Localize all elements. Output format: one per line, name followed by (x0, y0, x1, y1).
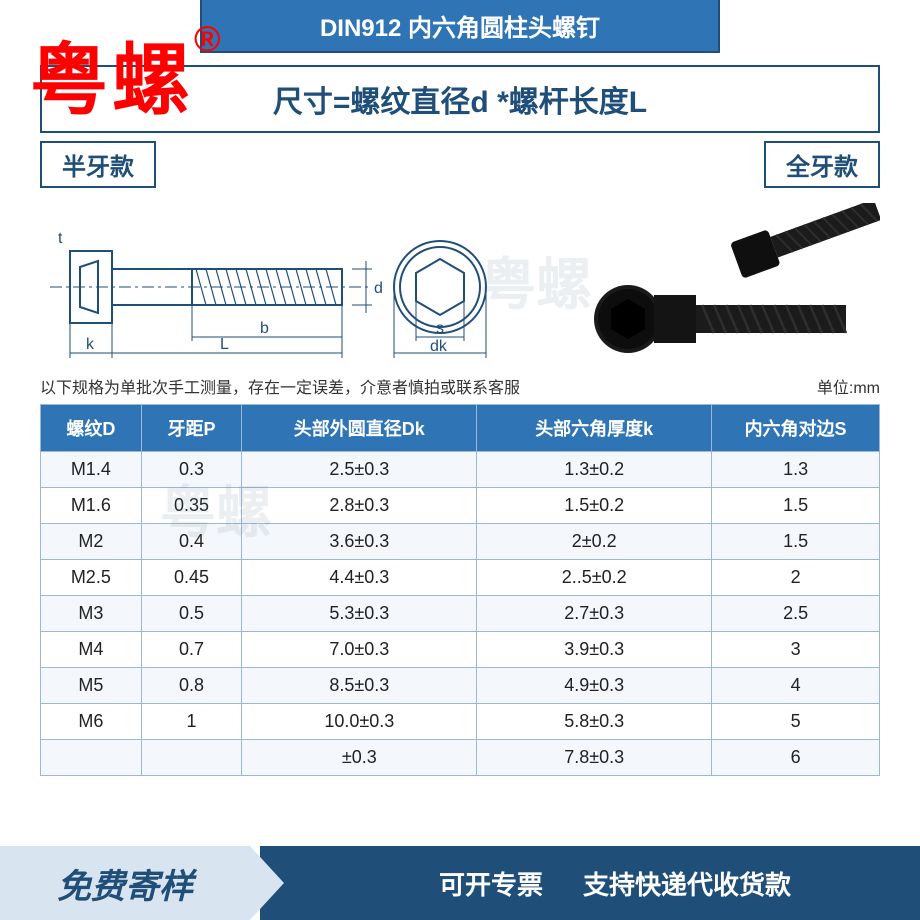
table-cell: 1.5±0.2 (477, 488, 712, 524)
table-cell: M2 (41, 524, 142, 560)
diagram-area: t d b k L s dk (40, 198, 880, 368)
note-row: 以下规格为单批次手工测量，存在一定误差，介意者慎拍或联系客服 单位:mm (40, 374, 880, 398)
standard-title: DIN912 内六角圆柱头螺钉 (320, 15, 600, 42)
footer-cod-text: 支持快递代收货款 (583, 865, 791, 902)
dim-L: L (220, 336, 229, 353)
table-cell: M4 (41, 632, 142, 668)
table-cell: M1.6 (41, 488, 142, 524)
col-pitch-p: 牙距P (141, 405, 242, 452)
table-cell: 0.35 (141, 488, 242, 524)
table-cell: 0.7 (141, 632, 242, 668)
table-cell: 7.8±0.3 (477, 740, 712, 776)
table-cell: 0.8 (141, 668, 242, 704)
table-cell: 0.3 (141, 452, 242, 488)
spec-table: 螺纹D 牙距P 头部外圆直径Dk 头部六角厚度k 内六角对边S M1.40.32… (40, 404, 880, 776)
table-cell: M1.4 (41, 452, 142, 488)
table-cell: M5 (41, 668, 142, 704)
table-cell: 10.0±0.3 (242, 704, 477, 740)
dim-k: k (86, 336, 95, 353)
dim-t: t (58, 230, 63, 247)
table-cell: 1.3±0.2 (477, 452, 712, 488)
table-cell (41, 740, 142, 776)
table-cell: 5.8±0.3 (477, 704, 712, 740)
table-row: M1.40.32.5±0.31.3±0.21.3 (41, 452, 880, 488)
table-cell: 0.45 (141, 560, 242, 596)
table-cell: 4.4±0.3 (242, 560, 477, 596)
table-cell: 2.8±0.3 (242, 488, 477, 524)
footer-bar: 免费寄样 可开专票 支持快递代收货款 (0, 846, 920, 920)
table-cell: 1.5 (712, 524, 880, 560)
dim-b: b (260, 320, 269, 337)
table-cell: 6 (712, 740, 880, 776)
table-cell: 5.3±0.3 (242, 596, 477, 632)
dim-s: s (436, 320, 444, 337)
table-row: M30.55.3±0.32.7±0.32.5 (41, 596, 880, 632)
col-head-k: 头部六角厚度k (477, 405, 712, 452)
table-cell: 1.5 (712, 488, 880, 524)
table-cell: 2±0.2 (477, 524, 712, 560)
table-cell: M6 (41, 704, 142, 740)
registered-symbol: ® (194, 18, 225, 59)
dim-d: d (374, 280, 383, 297)
table-row: ±0.37.8±0.36 (41, 740, 880, 776)
table-cell: ±0.3 (242, 740, 477, 776)
table-cell: M3 (41, 596, 142, 632)
standard-title-banner: DIN912 内六角圆柱头螺钉 (200, 0, 720, 53)
brand-text: 粤螺 (30, 36, 194, 124)
table-cell: 3 (712, 632, 880, 668)
footer-free-sample-text: 免费寄样 (57, 859, 193, 908)
table-cell: 3.9±0.3 (477, 632, 712, 668)
table-cell: 4 (712, 668, 880, 704)
table-cell: 1.3 (712, 452, 880, 488)
variant-half-thread-label: 半牙款 (62, 154, 134, 181)
table-row: M6110.0±0.35.8±0.35 (41, 704, 880, 740)
unit-label: 单位:mm (817, 374, 880, 398)
table-cell: 2..5±0.2 (477, 560, 712, 596)
col-thread-d: 螺纹D (41, 405, 142, 452)
variant-full-thread-label: 全牙款 (786, 154, 858, 181)
table-row: M2.50.454.4±0.32..5±0.22 (41, 560, 880, 596)
table-cell (141, 740, 242, 776)
brand-watermark: 粤螺® (30, 18, 225, 130)
measurement-note: 以下规格为单批次手工测量，存在一定误差，介意者慎拍或联系客服 (40, 374, 520, 398)
table-cell: 7.0±0.3 (242, 632, 477, 668)
dim-dk: dk (430, 338, 448, 355)
table-cell: 2.5 (712, 596, 880, 632)
table-cell: 3.6±0.3 (242, 524, 477, 560)
variant-full-thread: 全牙款 (764, 141, 880, 188)
table-cell: 2 (712, 560, 880, 596)
table-cell: 0.4 (141, 524, 242, 560)
footer-free-sample: 免费寄样 (0, 846, 260, 920)
table-cell: 1 (141, 704, 242, 740)
variant-half-thread: 半牙款 (40, 141, 156, 188)
footer-services: 可开专票 支持快递代收货款 (260, 846, 920, 920)
table-cell: 8.5±0.3 (242, 668, 477, 704)
table-cell: 2.7±0.3 (477, 596, 712, 632)
table-row: M40.77.0±0.33.9±0.33 (41, 632, 880, 668)
table-cell: 2.5±0.3 (242, 452, 477, 488)
table-cell: 0.5 (141, 596, 242, 632)
table-cell: M2.5 (41, 560, 142, 596)
table-row: M50.88.5±0.34.9±0.34 (41, 668, 880, 704)
size-formula: 尺寸=螺纹直径d *螺杆长度L (273, 86, 647, 119)
product-photo (580, 203, 880, 363)
table-row: M20.43.6±0.32±0.21.5 (41, 524, 880, 560)
footer-invoice-text: 可开专票 (439, 865, 543, 902)
variant-row: 半牙款 全牙款 (40, 141, 880, 188)
col-hex-s: 内六角对边S (712, 405, 880, 452)
table-cell: 5 (712, 704, 880, 740)
table-cell: 4.9±0.3 (477, 668, 712, 704)
table-row: M1.60.352.8±0.31.5±0.21.5 (41, 488, 880, 524)
table-header-row: 螺纹D 牙距P 头部外圆直径Dk 头部六角厚度k 内六角对边S (41, 405, 880, 452)
technical-drawing: t d b k L s dk (40, 203, 520, 363)
col-head-dk: 头部外圆直径Dk (242, 405, 477, 452)
